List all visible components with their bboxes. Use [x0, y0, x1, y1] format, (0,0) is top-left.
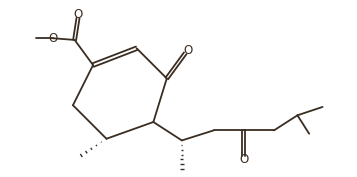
- Text: O: O: [48, 32, 57, 45]
- Text: O: O: [73, 8, 82, 21]
- Text: O: O: [183, 44, 192, 58]
- Text: O: O: [239, 153, 248, 166]
